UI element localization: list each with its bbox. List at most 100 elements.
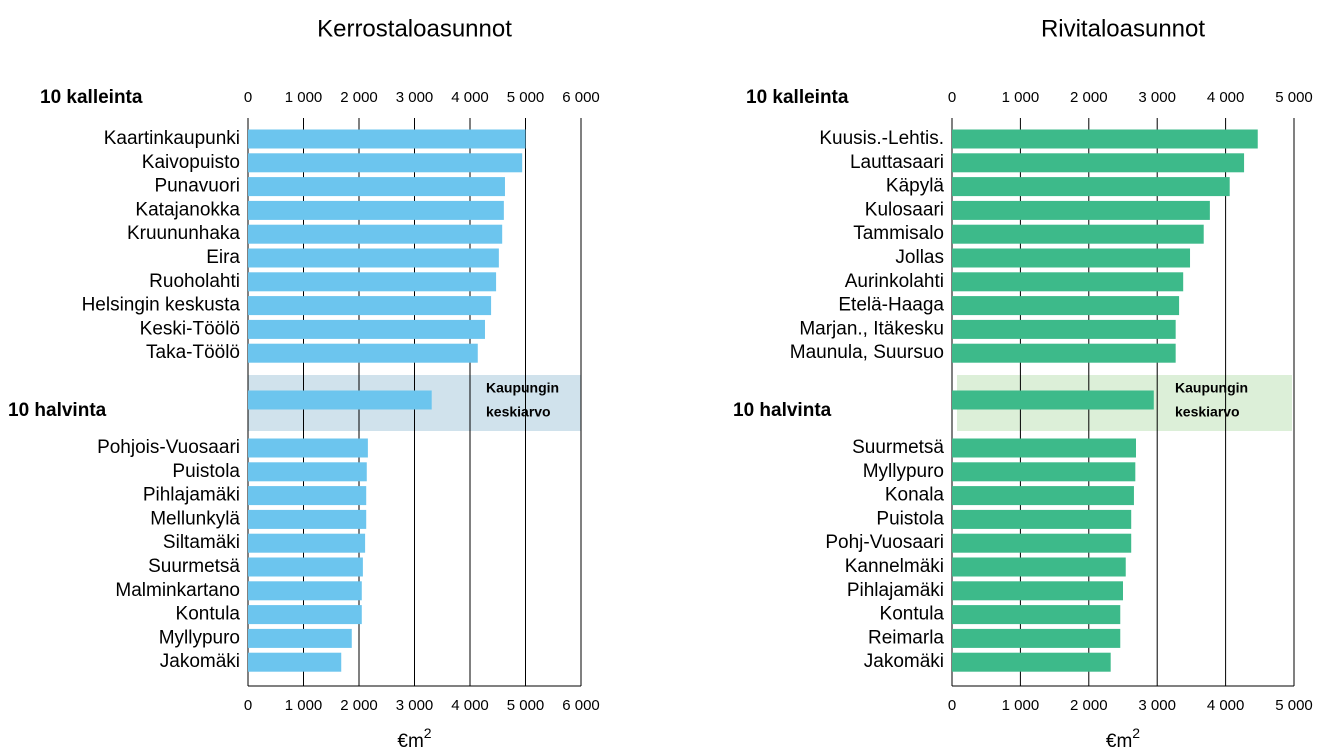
category-label: Eira [206,247,240,268]
bar [248,390,432,410]
bar [248,319,485,339]
x-tick-label-top: 4 000 [1207,89,1245,106]
average-label: keskiarvo [1175,404,1240,420]
category-label: Kuusis.-Lehtis. [819,128,944,149]
category-label: Pohj-Vuosaari [825,532,944,553]
average-label: Kaupungin [486,380,559,396]
bar [248,177,505,197]
category-label: Kaartinkaupunki [104,128,240,149]
bar [248,509,367,529]
group-label: 10 kalleinta [40,87,143,108]
bar [248,486,367,506]
category-label: Puistola [876,508,944,529]
category-label: Jollas [895,247,944,268]
bar [248,462,367,482]
x-tick-label-bottom: 4 000 [451,697,489,714]
x-tick-label-top: 2 000 [1070,89,1108,106]
x-tick-label-top: 0 [948,89,956,106]
x-tick-label-bottom: 1 000 [285,697,323,714]
bar [952,652,1111,672]
category-label: Suurmetsä [148,556,240,577]
category-label: Ruoholahti [149,271,240,292]
x-axis-label: €m2 [1106,725,1140,752]
x-tick-label-top: 2 000 [340,89,378,106]
category-label: Jakomäki [864,651,944,672]
category-label: Kaivopuisto [142,152,240,173]
category-label: Puistola [172,461,240,482]
bar [248,628,352,648]
bar [952,628,1121,648]
x-tick-label-bottom: 6 000 [562,697,600,714]
category-label: Reimarla [868,627,944,648]
bar [248,343,478,363]
category-label: Suurmetsä [852,437,944,458]
x-tick-label-bottom: 1 000 [1002,697,1040,714]
bar [952,390,1154,410]
average-label: Kaupungin [1175,380,1248,396]
bar [952,533,1132,553]
bar [952,343,1176,363]
average-label: keskiarvo [486,404,551,420]
bar [952,462,1136,482]
x-tick-label-top: 4 000 [451,89,489,106]
x-tick-label-bottom: 3 000 [1138,697,1176,714]
bar [248,129,526,149]
bar [952,129,1258,149]
bar [248,200,504,220]
category-label: Keski-Töölö [140,318,240,339]
x-tick-label-bottom: 0 [948,697,956,714]
category-label: Malminkartano [115,580,240,601]
bar [952,581,1123,601]
chart-title: Rivitaloasunnot [1041,15,1205,42]
category-label: Taka-Töölö [146,342,240,363]
bar [952,200,1210,220]
category-label: Kruununhaka [127,223,240,244]
group-label: 10 halvinta [8,400,107,421]
bar [952,153,1245,173]
x-axis-label-unit: €m [1106,731,1132,752]
bar [248,557,363,577]
x-tick-label-bottom: 5 000 [507,697,545,714]
bar [952,177,1230,197]
x-axis-label: €m2 [397,725,431,752]
x-axis-label-unit: €m [397,731,423,752]
category-label: Tammisalo [853,223,944,244]
bar [248,296,492,316]
x-tick-label-top: 3 000 [1138,89,1176,106]
bar [248,272,497,292]
bar [952,319,1176,339]
bar [248,533,366,553]
x-tick-label-bottom: 0 [244,697,252,714]
x-tick-label-bottom: 3 000 [396,697,434,714]
category-label: Siltamäki [163,532,240,553]
category-label: Lauttasaari [850,152,944,173]
category-label: Marjan., Itäkesku [799,318,944,339]
bar [248,153,523,173]
bar [952,224,1204,244]
bar [952,486,1134,506]
category-label: Myllypuro [159,627,240,648]
category-label: Katajanokka [135,199,240,220]
x-tick-label-top: 1 000 [1002,89,1040,106]
x-tick-label-bottom: 4 000 [1207,697,1245,714]
x-tick-label-top: 6 000 [562,89,600,106]
x-tick-label-top: 5 000 [1275,89,1313,106]
x-axis-label-sup: 2 [424,725,432,741]
category-label: Myllypuro [863,461,944,482]
group-label: 10 kalleinta [746,87,849,108]
category-label: Kannelmäki [845,556,944,577]
bar [952,438,1136,458]
category-label: Punavuori [154,176,240,197]
bar [952,248,1191,268]
x-tick-label-bottom: 2 000 [340,697,378,714]
bar [248,438,368,458]
x-tick-label-top: 0 [244,89,252,106]
category-label: Jakomäki [160,651,240,672]
category-label: Pohjois-Vuosaari [97,437,240,458]
category-label: Kulosaari [865,199,944,220]
category-label: Käpylä [886,176,945,197]
category-label: Kontula [880,604,945,625]
x-tick-label-top: 1 000 [285,89,323,106]
bar [248,581,362,601]
